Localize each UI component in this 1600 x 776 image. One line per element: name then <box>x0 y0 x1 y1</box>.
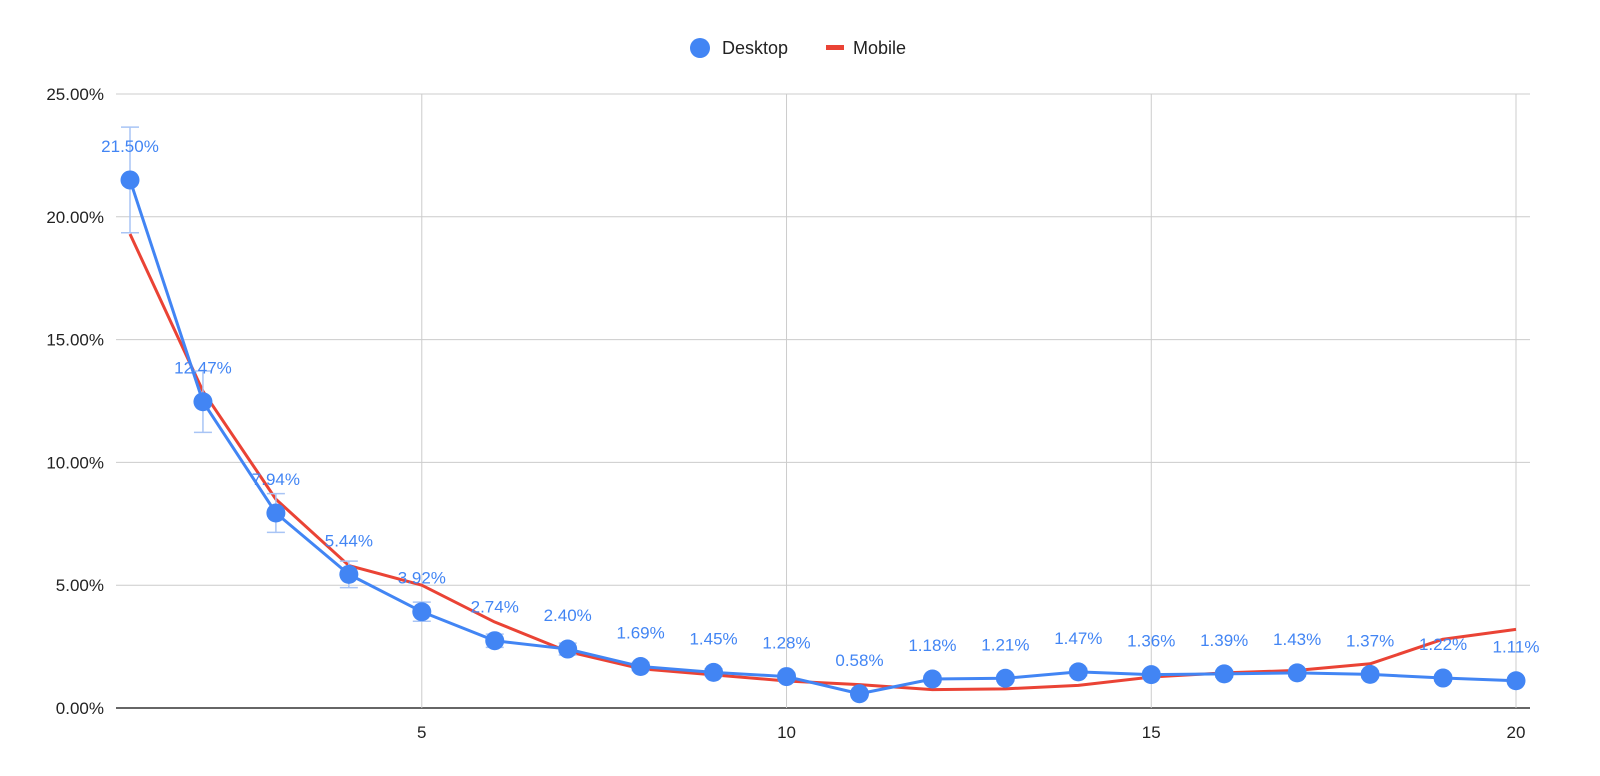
data-label: 1.47% <box>1054 629 1102 648</box>
legend-label-mobile: Mobile <box>853 38 906 58</box>
series-desktop <box>120 126 1526 704</box>
x-tick-label: 20 <box>1507 723 1526 742</box>
data-label: 1.69% <box>617 623 665 642</box>
x-tick-label: 15 <box>1142 723 1161 742</box>
y-tick-label: 15.00% <box>46 331 104 350</box>
legend-label-desktop: Desktop <box>722 38 788 58</box>
data-label: 12.47% <box>174 359 232 378</box>
data-label: 2.74% <box>471 598 519 617</box>
x-tick-label: 5 <box>417 723 426 742</box>
data-point-desktop <box>1360 664 1380 684</box>
data-label: 1.36% <box>1127 632 1175 651</box>
data-point-desktop <box>631 656 651 676</box>
data-point-desktop <box>1506 671 1526 691</box>
data-label: 1.37% <box>1346 631 1394 650</box>
data-point-desktop <box>266 503 286 523</box>
data-point-desktop <box>704 662 724 682</box>
data-label: 1.21% <box>981 635 1029 654</box>
data-label: 21.50% <box>101 137 159 156</box>
data-label: 1.11% <box>1493 638 1540 657</box>
x-axis-ticks: 5 10 15 20 <box>417 723 1525 742</box>
y-axis-ticks: 0.00% 5.00% 10.00% 15.00% 20.00% 25.00% <box>46 85 104 718</box>
legend: Desktop Mobile <box>690 38 906 58</box>
data-label: 1.39% <box>1200 631 1248 650</box>
x-tick-label: 10 <box>777 723 796 742</box>
data-labels: 21.50% 12.47% 7.94% 5.44% 3.92% 2.74% 2.40% 1.6… <box>101 137 1539 670</box>
y-tick-label: 0.00% <box>56 699 104 718</box>
data-point-desktop <box>849 684 869 704</box>
data-point-desktop <box>558 639 578 659</box>
data-label: 1.43% <box>1273 630 1321 649</box>
data-point-desktop <box>1287 663 1307 683</box>
y-tick-label: 10.00% <box>46 453 104 472</box>
data-point-desktop <box>339 564 359 584</box>
series-line-mobile <box>128 233 1517 692</box>
data-point-desktop <box>193 392 213 412</box>
data-point-desktop <box>485 631 505 651</box>
series-line-desktop <box>128 179 1517 696</box>
legend-marker-desktop <box>690 38 710 58</box>
data-label: 3.92% <box>398 569 446 588</box>
data-label: 1.22% <box>1419 635 1467 654</box>
data-point-desktop <box>922 669 942 689</box>
data-point-desktop <box>1068 662 1088 682</box>
series-mobile <box>128 233 1517 692</box>
y-tick-label: 25.00% <box>46 85 104 104</box>
data-point-desktop <box>120 170 140 190</box>
data-point-desktop <box>1214 664 1234 684</box>
grid-lines <box>116 93 1530 709</box>
data-point-desktop <box>1141 665 1161 685</box>
data-point-desktop <box>1433 668 1453 688</box>
data-label: 1.18% <box>908 636 956 655</box>
data-label: 2.40% <box>544 606 592 625</box>
data-label: 0.58% <box>835 651 883 670</box>
y-tick-label: 5.00% <box>56 576 104 595</box>
data-point-desktop <box>995 668 1015 688</box>
data-label: 5.44% <box>325 531 373 550</box>
data-label: 1.45% <box>689 629 737 648</box>
y-tick-label: 20.00% <box>46 208 104 227</box>
data-label: 7.94% <box>252 470 300 489</box>
data-point-desktop <box>412 602 432 622</box>
legend-marker-mobile <box>826 45 844 50</box>
data-point-desktop <box>777 667 797 687</box>
data-label: 1.28% <box>762 634 810 653</box>
